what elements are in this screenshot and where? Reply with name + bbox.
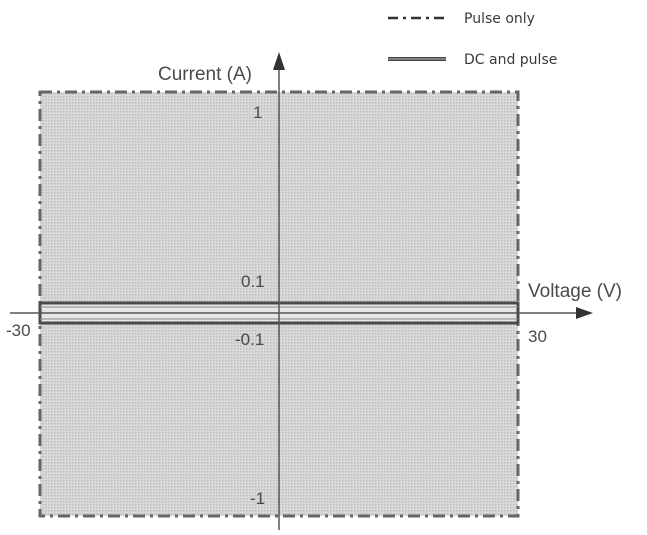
x-tick-label-max: 30 [528,327,547,346]
y-tick-label: -0.1 [235,330,264,349]
legend: Pulse only DC and pulse [388,11,557,68]
y-axis-label: Current (A) [158,64,252,85]
legend-pulse-only-label: Pulse only [464,11,535,27]
y-axis-arrow-icon [273,52,285,70]
x-axis-label: Voltage (V) [528,281,622,302]
y-tick-label: 0.1 [241,272,265,291]
y-tick-label: -1 [250,489,265,508]
y-tick-label: 1 [253,103,262,122]
legend-dc-and-pulse-label: DC and pulse [464,52,557,68]
x-tick-label-min: -30 [6,321,31,340]
x-axis-arrow-icon [576,307,593,319]
